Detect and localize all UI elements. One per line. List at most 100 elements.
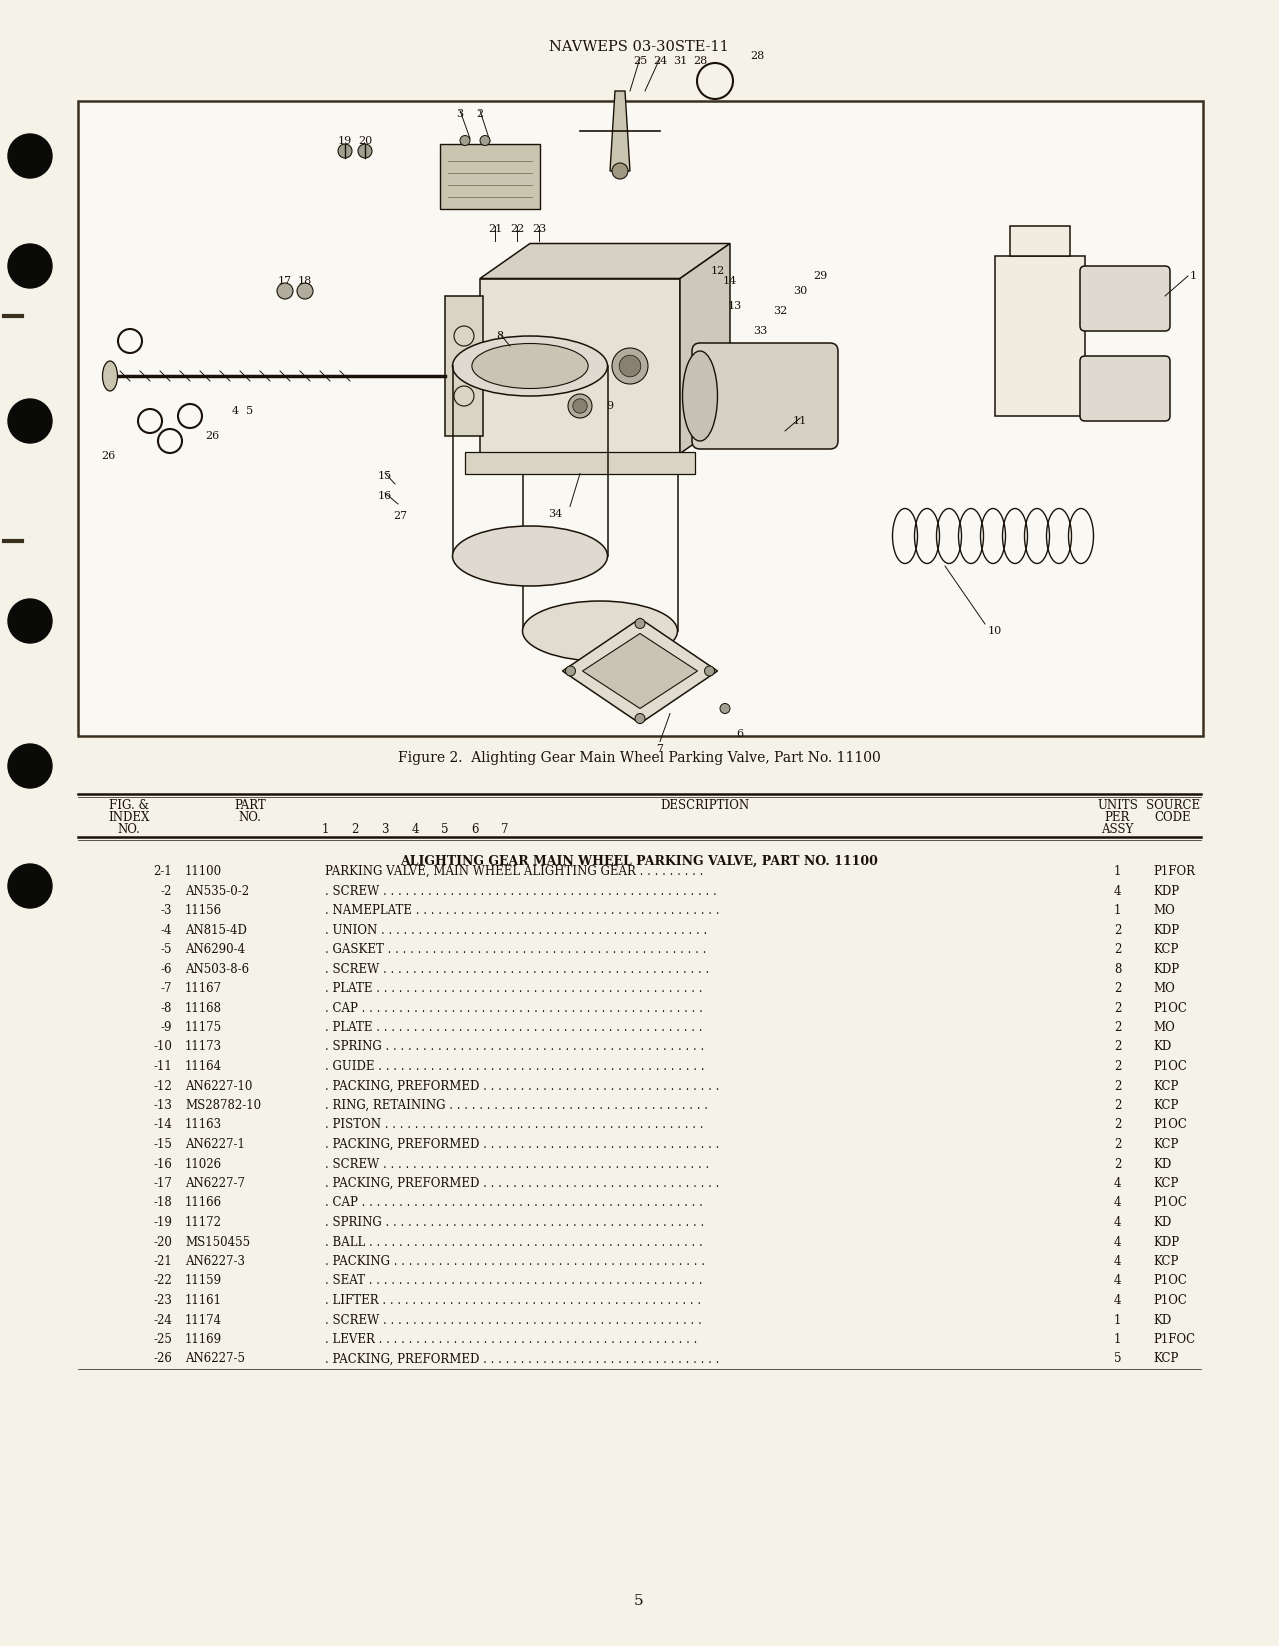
Text: CODE: CODE [1155,811,1191,825]
Ellipse shape [453,527,608,586]
Text: . CAP . . . . . . . . . . . . . . . . . . . . . . . . . . . . . . . . . . . . . : . CAP . . . . . . . . . . . . . . . . . … [325,1001,703,1014]
Text: 3: 3 [457,109,463,119]
Text: P1OC: P1OC [1152,1274,1187,1287]
Text: 28: 28 [693,56,707,66]
Text: . BALL . . . . . . . . . . . . . . . . . . . . . . . . . . . . . . . . . . . . .: . BALL . . . . . . . . . . . . . . . . .… [325,1236,702,1249]
Text: 10: 10 [987,625,1003,635]
Text: . SEAT . . . . . . . . . . . . . . . . . . . . . . . . . . . . . . . . . . . . .: . SEAT . . . . . . . . . . . . . . . . .… [325,1274,702,1287]
Text: -3: -3 [160,904,171,917]
Text: 7: 7 [656,744,664,754]
Text: -9: -9 [160,1021,171,1034]
Text: KCP: KCP [1152,1080,1178,1093]
Text: 11100: 11100 [185,866,223,877]
Text: KD: KD [1152,1216,1172,1230]
Bar [466,451,694,474]
Text: . LEVER . . . . . . . . . . . . . . . . . . . . . . . . . . . . . . . . . . . . : . LEVER . . . . . . . . . . . . . . . . … [325,1333,697,1346]
Text: PART: PART [234,798,266,811]
Circle shape [565,667,576,677]
Text: 11164: 11164 [185,1060,223,1073]
Text: 21: 21 [487,224,503,234]
Text: -8: -8 [161,1001,171,1014]
Text: KD: KD [1152,1157,1172,1170]
Text: -5: -5 [160,943,171,956]
Text: 23: 23 [532,224,546,234]
Circle shape [568,393,592,418]
Text: P1OC: P1OC [1152,1294,1187,1307]
Text: 4: 4 [1114,1197,1122,1210]
Text: 19: 19 [338,137,352,146]
Text: . PACKING . . . . . . . . . . . . . . . . . . . . . . . . . . . . . . . . . . . : . PACKING . . . . . . . . . . . . . . . … [325,1254,705,1267]
Text: -12: -12 [153,1080,171,1093]
Text: 7: 7 [501,823,509,836]
Ellipse shape [523,601,678,662]
Text: 4: 4 [1114,1294,1122,1307]
Circle shape [8,864,52,909]
Text: -14: -14 [153,1119,171,1131]
Text: -6: -6 [160,963,171,976]
Text: UNITS: UNITS [1097,798,1138,811]
Text: NAVWEPS 03-30STE-11: NAVWEPS 03-30STE-11 [549,40,729,54]
Text: 29: 29 [813,272,828,281]
Polygon shape [610,91,631,171]
Text: 5: 5 [1114,1353,1122,1366]
Text: 1: 1 [1114,904,1122,917]
FancyBboxPatch shape [1079,356,1170,421]
Text: 1: 1 [1114,1314,1122,1327]
Ellipse shape [453,336,608,397]
Text: KD: KD [1152,1314,1172,1327]
Text: -25: -25 [153,1333,171,1346]
Text: 4: 4 [412,823,418,836]
Text: KDP: KDP [1152,923,1179,937]
Text: . SCREW . . . . . . . . . . . . . . . . . . . . . . . . . . . . . . . . . . . . : . SCREW . . . . . . . . . . . . . . . . … [325,884,716,897]
Text: 3: 3 [381,823,389,836]
Circle shape [8,599,52,644]
Text: -11: -11 [153,1060,171,1073]
Text: 14: 14 [723,277,737,286]
Circle shape [634,713,645,724]
Text: NO.: NO. [239,811,261,825]
Text: P1OC: P1OC [1152,1001,1187,1014]
Text: -16: -16 [153,1157,171,1170]
Text: 33: 33 [753,326,767,336]
Text: 1: 1 [1189,272,1197,281]
Text: -21: -21 [153,1254,171,1267]
Text: P1OC: P1OC [1152,1119,1187,1131]
Text: . GUIDE . . . . . . . . . . . . . . . . . . . . . . . . . . . . . . . . . . . . : . GUIDE . . . . . . . . . . . . . . . . … [325,1060,705,1073]
Text: . PACKING, PREFORMED . . . . . . . . . . . . . . . . . . . . . . . . . . . . . .: . PACKING, PREFORMED . . . . . . . . . .… [325,1353,719,1366]
Text: 2: 2 [1114,1100,1122,1113]
Text: 11167: 11167 [185,983,223,994]
Text: -22: -22 [153,1274,171,1287]
Text: . SPRING . . . . . . . . . . . . . . . . . . . . . . . . . . . . . . . . . . . .: . SPRING . . . . . . . . . . . . . . . .… [325,1040,705,1053]
Text: . GASKET . . . . . . . . . . . . . . . . . . . . . . . . . . . . . . . . . . . .: . GASKET . . . . . . . . . . . . . . . .… [325,943,706,956]
Text: 11174: 11174 [185,1314,223,1327]
Text: 1: 1 [321,823,329,836]
Circle shape [460,135,469,145]
Text: 11163: 11163 [185,1119,223,1131]
Text: 2: 2 [1114,1119,1122,1131]
Bar [480,278,680,454]
Circle shape [358,143,372,158]
Circle shape [8,133,52,178]
Text: P1FOR: P1FOR [1152,866,1195,877]
Text: 4: 4 [231,407,239,416]
Text: . NAMEPLATE . . . . . . . . . . . . . . . . . . . . . . . . . . . . . . . . . . : . NAMEPLATE . . . . . . . . . . . . . . … [325,904,720,917]
Polygon shape [563,619,718,724]
Text: 4: 4 [1114,884,1122,897]
Text: -18: -18 [153,1197,171,1210]
Text: 11172: 11172 [185,1216,223,1230]
Text: . PACKING, PREFORMED . . . . . . . . . . . . . . . . . . . . . . . . . . . . . .: . PACKING, PREFORMED . . . . . . . . . .… [325,1080,719,1093]
Text: 2: 2 [1114,1157,1122,1170]
Text: SOURCE: SOURCE [1146,798,1200,811]
Text: INDEX: INDEX [109,811,150,825]
Text: PER: PER [1105,811,1131,825]
Text: 11166: 11166 [185,1197,223,1210]
Text: KD: KD [1152,1040,1172,1053]
Text: . PLATE . . . . . . . . . . . . . . . . . . . . . . . . . . . . . . . . . . . . : . PLATE . . . . . . . . . . . . . . . . … [325,1021,702,1034]
Text: KCP: KCP [1152,1100,1178,1113]
Text: . UNION . . . . . . . . . . . . . . . . . . . . . . . . . . . . . . . . . . . . : . UNION . . . . . . . . . . . . . . . . … [325,923,707,937]
Text: KCP: KCP [1152,943,1178,956]
Text: 2: 2 [477,109,483,119]
Text: . PLATE . . . . . . . . . . . . . . . . . . . . . . . . . . . . . . . . . . . . : . PLATE . . . . . . . . . . . . . . . . … [325,983,702,994]
FancyBboxPatch shape [692,342,838,449]
Circle shape [8,744,52,788]
